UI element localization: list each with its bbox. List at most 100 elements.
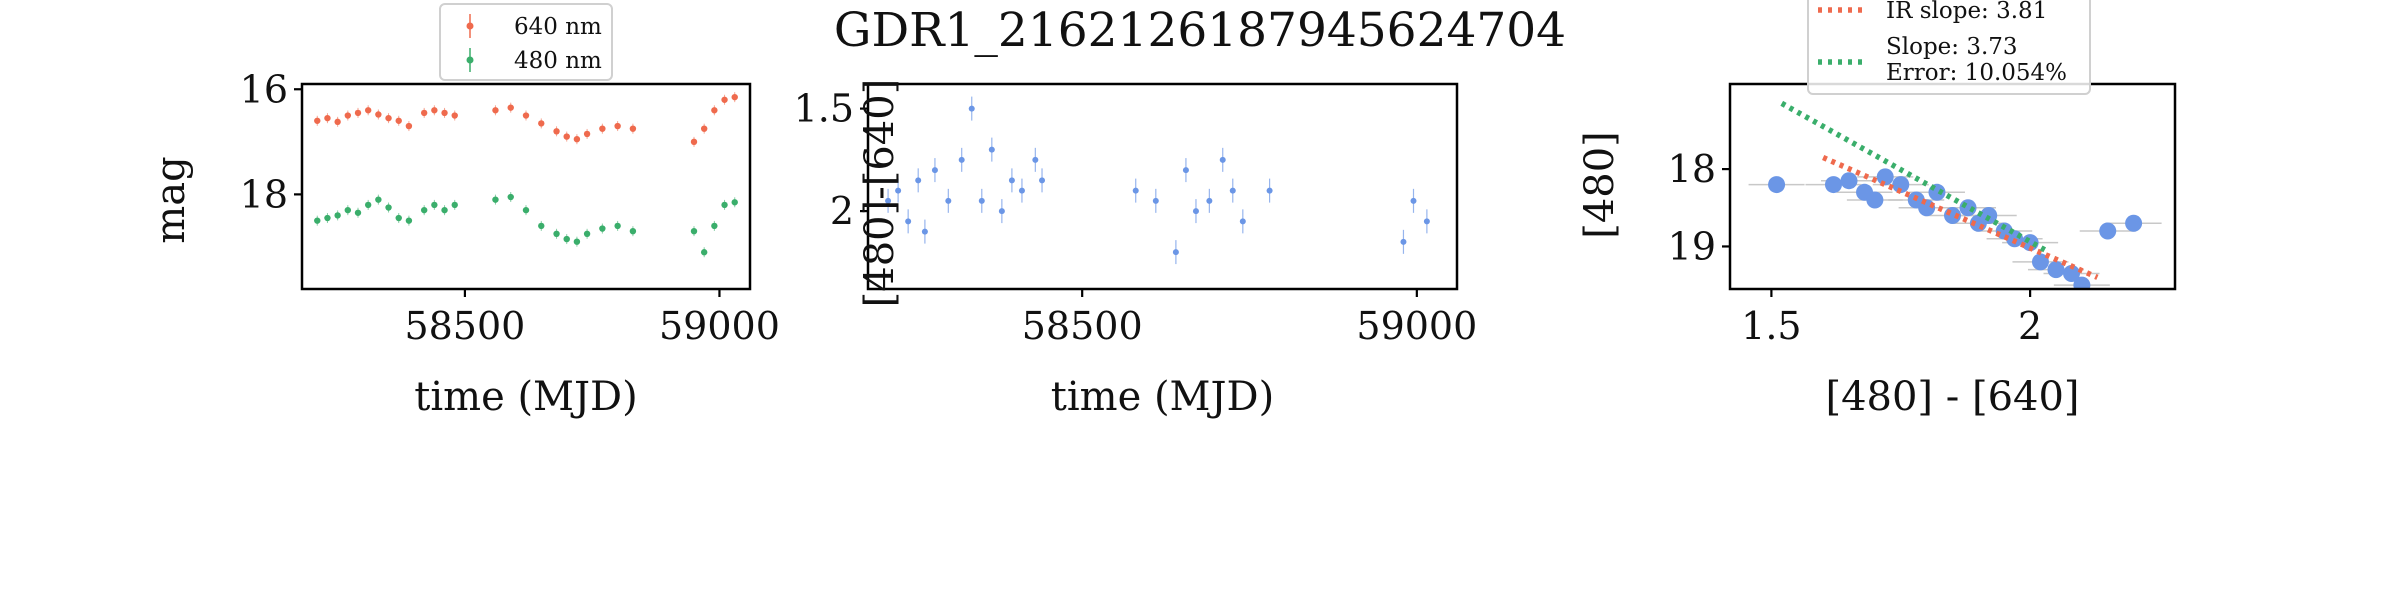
cmd-point [2073, 276, 2091, 289]
point-480-nm [451, 201, 458, 209]
point-640-nm [599, 125, 606, 132]
y-axis-label: mag [148, 156, 194, 243]
point-640-nm [563, 133, 570, 140]
point-480-nm [563, 235, 570, 243]
color-point [1182, 167, 1189, 174]
point-480-nm [629, 227, 637, 235]
color-point [998, 208, 1005, 215]
point-480-nm [599, 225, 606, 232]
point-640-nm [385, 114, 392, 122]
point-640-nm [522, 112, 530, 119]
x-axis-label: time (MJD) [414, 374, 637, 420]
cmd-point [1840, 172, 1858, 190]
cmd-point [2099, 222, 2117, 240]
light-curve-panel: 58500 59000 16 18 time (MJD) mag 640 nm 480 nm [148, 3, 780, 420]
point-480-nm [690, 227, 698, 235]
figure-title: GDR1_2162126187945624704 [834, 3, 1566, 58]
point-480-nm [364, 201, 372, 209]
point-640-nm [538, 120, 545, 127]
y-tick-label: 16 [240, 67, 288, 111]
point-480-nm [583, 230, 591, 238]
point-480-nm [314, 217, 321, 224]
point-640-nm [553, 128, 560, 135]
point-640-nm [395, 117, 402, 124]
cmd-point [2125, 214, 2143, 232]
point-640-nm [614, 122, 621, 130]
legend: 640 nm 480 nm [439, 3, 613, 81]
point-480-nm [324, 214, 331, 222]
x-tick-label: 2 [2018, 304, 2042, 348]
point-480-nm [700, 249, 708, 256]
point-640-nm [492, 107, 499, 114]
point-480-nm [538, 222, 545, 230]
x-tick-label: 59000 [659, 304, 780, 348]
color-point [968, 105, 975, 112]
point-480-nm [441, 206, 448, 214]
color-point [931, 167, 938, 174]
color-point [1172, 249, 1179, 256]
x-tick-label: 59000 [1356, 304, 1477, 348]
color-point [1423, 218, 1430, 225]
point-480-nm [553, 230, 560, 238]
point-480-nm [614, 222, 621, 230]
cmd-point [1866, 191, 1884, 209]
point-640-nm [405, 122, 413, 130]
color-point [1192, 208, 1199, 215]
color-point [1132, 187, 1139, 194]
point-480-nm [420, 206, 428, 214]
point-640-nm [420, 109, 428, 117]
color-point [1032, 156, 1039, 163]
y-tick-label: 2 [830, 189, 854, 233]
point-480-nm [395, 214, 402, 222]
point-480-nm [405, 217, 413, 224]
plot-area [885, 96, 1430, 265]
legend-frame [1807, 0, 2091, 95]
point-640-nm [324, 114, 331, 122]
point-480-nm [731, 199, 738, 206]
x-tick-label: 58500 [1022, 304, 1143, 348]
cmd-point [1824, 176, 1842, 194]
color-point [1229, 187, 1236, 194]
point-480-nm [522, 206, 530, 214]
color-point [978, 197, 985, 204]
point-480-nm [507, 193, 514, 201]
color-point [945, 197, 952, 204]
legend-frame [439, 3, 613, 81]
y-axis-label: [480]-[640] [857, 79, 903, 308]
x-axis-label: [480] - [640] [1825, 374, 2079, 420]
legend-entry: 640 nm [514, 14, 602, 40]
color-magnitude-panel: 1.5 2 18 19 [480] - [640] [480] IR slope: 3.81… [1577, 0, 2177, 420]
point-640-nm [375, 111, 382, 118]
legend-marker-dot [466, 56, 474, 64]
x-axis-label: time (MJD) [1051, 374, 1274, 420]
color-point [885, 197, 892, 204]
plot-area [1748, 100, 2162, 289]
point-640-nm [314, 117, 321, 124]
point-640-nm [731, 93, 738, 101]
legend-entry: 480 nm [514, 48, 602, 74]
point-640-nm [354, 109, 362, 117]
cmd-point [1928, 183, 1946, 201]
point-480-nm [344, 206, 352, 214]
point-480-nm [711, 222, 718, 230]
point-480-nm [721, 201, 728, 209]
cmd-point [1876, 168, 1894, 186]
point-480-nm [354, 209, 362, 216]
color-point [915, 177, 922, 184]
axes-frame [300, 82, 752, 291]
color-point [1039, 177, 1046, 184]
cmd-point [2047, 261, 2065, 279]
point-640-nm [629, 125, 637, 132]
color-point [1018, 187, 1025, 194]
cmd-point [2031, 253, 2049, 271]
y-tick-label: 18 [240, 172, 288, 216]
color-point [1219, 156, 1226, 163]
point-640-nm [334, 118, 341, 126]
y-tick-label: 18 [1668, 147, 1716, 191]
plot-area [314, 92, 738, 258]
point-640-nm [721, 96, 728, 103]
point-480-nm [375, 196, 382, 203]
y-tick-label: 1.5 [794, 87, 854, 131]
